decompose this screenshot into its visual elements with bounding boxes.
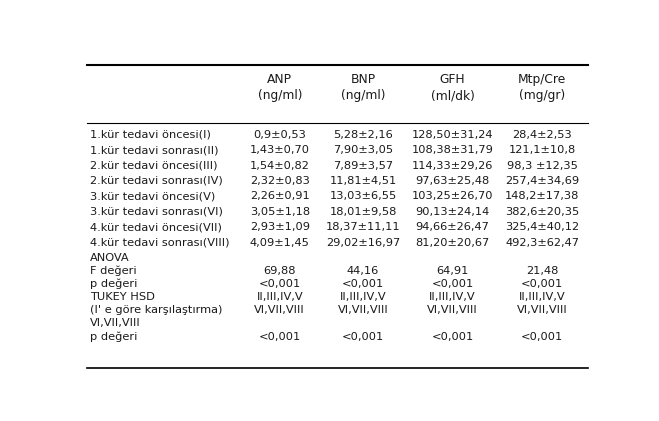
- Text: 2.kür tedavi öncesi(III): 2.kür tedavi öncesi(III): [90, 160, 217, 171]
- Text: VI,VII,VIII: VI,VII,VIII: [90, 318, 141, 328]
- Text: <0,001: <0,001: [258, 331, 301, 341]
- Text: 44,16: 44,16: [347, 266, 379, 276]
- Text: 2,93±1,09: 2,93±1,09: [250, 222, 310, 232]
- Text: 1.kür tedavi sonrası(II): 1.kür tedavi sonrası(II): [90, 145, 219, 155]
- Text: 4.kür tedavi öncesi(VII): 4.kür tedavi öncesi(VII): [90, 222, 222, 232]
- Text: 4.kür tedavi sonrası(VIII): 4.kür tedavi sonrası(VIII): [90, 237, 229, 248]
- Text: 148,2±17,38: 148,2±17,38: [505, 192, 579, 201]
- Text: II,III,IV,V: II,III,IV,V: [519, 292, 565, 302]
- Text: <0,001: <0,001: [342, 279, 384, 289]
- Text: ANOVA: ANOVA: [90, 253, 130, 263]
- Text: BNP: BNP: [351, 73, 376, 86]
- Text: 0,9±0,53: 0,9±0,53: [253, 130, 306, 140]
- Text: <0,001: <0,001: [432, 279, 474, 289]
- Text: <0,001: <0,001: [432, 331, 474, 341]
- Text: 108,38±31,79: 108,38±31,79: [412, 145, 494, 155]
- Text: F değeri: F değeri: [90, 266, 136, 276]
- Text: VI,VII,VIII: VI,VII,VIII: [427, 305, 478, 315]
- Text: (ng/ml): (ng/ml): [258, 89, 302, 102]
- Text: 1,54±0,82: 1,54±0,82: [250, 160, 310, 171]
- Text: II,III,IV,V: II,III,IV,V: [339, 292, 386, 302]
- Text: 492,3±62,47: 492,3±62,47: [505, 237, 579, 248]
- Text: <0,001: <0,001: [521, 331, 563, 341]
- Text: (ng/ml): (ng/ml): [341, 89, 386, 102]
- Text: 5,28±2,16: 5,28±2,16: [333, 130, 393, 140]
- Text: 103,25±26,70: 103,25±26,70: [412, 192, 494, 201]
- Text: (mg/gr): (mg/gr): [519, 89, 565, 102]
- Text: 11,81±4,51: 11,81±4,51: [330, 176, 397, 186]
- Text: 2.kür tedavi sonrası(IV): 2.kür tedavi sonrası(IV): [90, 176, 223, 186]
- Text: 1,43±0,70: 1,43±0,70: [250, 145, 310, 155]
- Text: 21,48: 21,48: [526, 266, 558, 276]
- Text: 81,20±20,67: 81,20±20,67: [416, 237, 490, 248]
- Text: 7,89±3,57: 7,89±3,57: [333, 160, 393, 171]
- Text: GFH: GFH: [440, 73, 465, 86]
- Text: II,III,IV,V: II,III,IV,V: [256, 292, 303, 302]
- Text: 121,1±10,8: 121,1±10,8: [509, 145, 576, 155]
- Text: 97,63±25,48: 97,63±25,48: [416, 176, 490, 186]
- Text: 94,66±26,47: 94,66±26,47: [416, 222, 490, 232]
- Text: ANP: ANP: [268, 73, 293, 86]
- Text: <0,001: <0,001: [258, 279, 301, 289]
- Text: <0,001: <0,001: [342, 331, 384, 341]
- Text: 7,90±3,05: 7,90±3,05: [333, 145, 393, 155]
- Text: 3.kür tedavi öncesi(V): 3.kür tedavi öncesi(V): [90, 192, 215, 201]
- Text: 90,13±24,14: 90,13±24,14: [416, 207, 490, 217]
- Text: 382,6±20,35: 382,6±20,35: [505, 207, 579, 217]
- Text: 4,09±1,45: 4,09±1,45: [250, 237, 310, 248]
- Text: (I' e göre karşılaştırma): (I' e göre karşılaştırma): [90, 305, 222, 315]
- Text: VI,VII,VIII: VI,VII,VIII: [517, 305, 567, 315]
- Text: 3,05±1,18: 3,05±1,18: [250, 207, 310, 217]
- Text: <0,001: <0,001: [521, 279, 563, 289]
- Text: 18,01±9,58: 18,01±9,58: [330, 207, 397, 217]
- Text: VI,VII,VIII: VI,VII,VIII: [254, 305, 305, 315]
- Text: (ml/dk): (ml/dk): [431, 89, 474, 102]
- Text: 257,4±34,69: 257,4±34,69: [505, 176, 579, 186]
- Text: 28,4±2,53: 28,4±2,53: [513, 130, 572, 140]
- Text: TUKEY HSD: TUKEY HSD: [90, 292, 155, 302]
- Text: 128,50±31,24: 128,50±31,24: [412, 130, 494, 140]
- Text: Mtp/Cre: Mtp/Cre: [518, 73, 566, 86]
- Text: 13,03±6,55: 13,03±6,55: [330, 192, 397, 201]
- Text: 2,32±0,83: 2,32±0,83: [250, 176, 310, 186]
- Text: II,III,IV,V: II,III,IV,V: [429, 292, 476, 302]
- Text: p değeri: p değeri: [90, 279, 138, 289]
- Text: 3.kür tedavi sonrası(VI): 3.kür tedavi sonrası(VI): [90, 207, 223, 217]
- Text: 2,26±0,91: 2,26±0,91: [250, 192, 310, 201]
- Text: 69,88: 69,88: [264, 266, 296, 276]
- Text: 114,33±29,26: 114,33±29,26: [412, 160, 494, 171]
- Text: 29,02±16,97: 29,02±16,97: [326, 237, 400, 248]
- Text: 325,4±40,12: 325,4±40,12: [505, 222, 579, 232]
- Text: VI,VII,VIII: VI,VII,VIII: [337, 305, 388, 315]
- Text: 18,37±11,11: 18,37±11,11: [326, 222, 400, 232]
- Text: 64,91: 64,91: [436, 266, 469, 276]
- Text: p değeri: p değeri: [90, 331, 138, 342]
- Text: 98,3 ±12,35: 98,3 ±12,35: [507, 160, 578, 171]
- Text: 1.kür tedavi öncesi(I): 1.kür tedavi öncesi(I): [90, 130, 211, 140]
